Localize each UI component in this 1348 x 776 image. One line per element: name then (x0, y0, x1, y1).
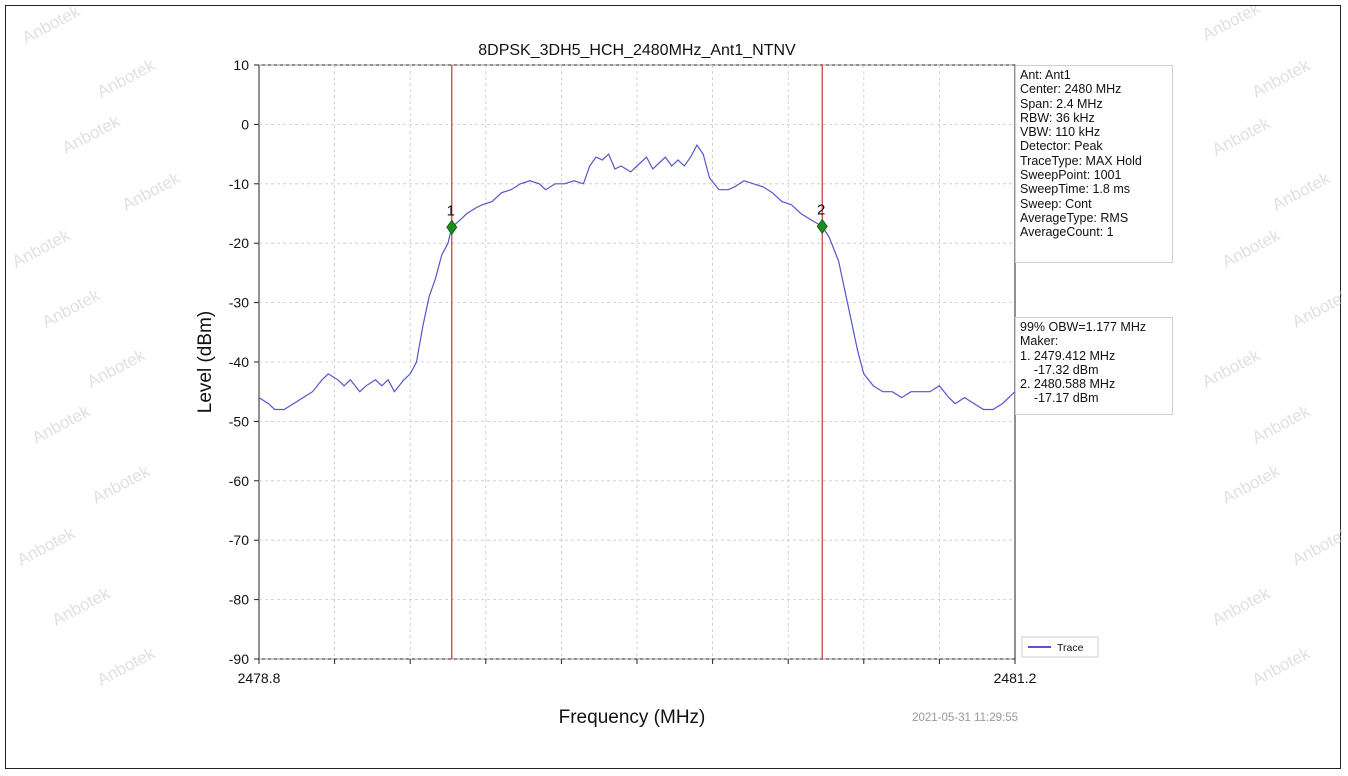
x-tick-label: 2481.2 (994, 670, 1037, 686)
watermark-text: Anbotek (49, 583, 113, 629)
instrument-settings-panel: Ant: Ant1 Center: 2480 MHz Span: 2.4 MHz RB… (1015, 65, 1173, 263)
watermark-text: Anbotek (1289, 523, 1342, 569)
watermark-text: Anbotek (1209, 113, 1273, 159)
watermark-text: Anbotek (1219, 461, 1283, 507)
marker-vertical-lines (451, 65, 823, 659)
settings-line: TraceType: MAX Hold (1020, 153, 1142, 168)
watermark-text: Anbotek (1269, 168, 1333, 214)
settings-line: RBW: 36 kHz (1020, 110, 1095, 125)
y-tick-label: -40 (229, 354, 249, 370)
y-tick-label: 0 (241, 116, 249, 132)
settings-line: Ant: Ant1 (1020, 68, 1071, 82)
y-tick-label: 10 (233, 57, 249, 73)
watermark-text: Anbotek (39, 285, 103, 331)
settings-line: Span: 2.4 MHz (1020, 96, 1103, 111)
y-tick-label: -90 (229, 651, 249, 667)
obw-line: 1. 2479.412 MHz (1020, 348, 1116, 363)
y-tick-label: -10 (229, 176, 249, 192)
y-axis-ticks: 10 0 -10 -20 -30 -40 -50 -60 -70 -80 -90 (229, 57, 259, 667)
watermark-text: Anbotek (1199, 345, 1263, 391)
settings-line: SweepTime: 1.8 ms (1020, 182, 1130, 197)
marker-diamond-2 (816, 218, 828, 235)
grid-lines (259, 64, 1015, 660)
watermark-text: Anbotek (1219, 225, 1283, 271)
watermark-text: Anbotek (1289, 285, 1342, 331)
watermark-text: Anbotek (1249, 401, 1313, 447)
obw-line: 2. 2480.588 MHz (1020, 377, 1116, 392)
watermark-text: Anbotek (89, 461, 153, 507)
watermark-text: Anbotek (94, 55, 158, 101)
obw-result-panel: 99% OBW=1.177 MHz Maker: 1. 2479.412 MHz -… (1015, 317, 1173, 415)
settings-line: Sweep: Cont (1020, 196, 1092, 211)
y-tick-label: -80 (229, 592, 249, 608)
settings-line: SweepPoint: 1001 (1020, 168, 1122, 183)
obw-line: -17.32 dBm (1020, 362, 1099, 377)
watermark-text: Anbotek (94, 643, 158, 689)
figure-frame: Anbotek Anbotek Anbotek Anbotek Anbotek Anbot… (5, 0, 1348, 769)
settings-line: AverageCount: 1 (1020, 225, 1114, 240)
x-axis-ticks: 2478.8 2481.2 (238, 659, 1037, 686)
legend-box (1021, 636, 1099, 658)
spectrum-chart: AnbotekAnbotekAnbotekAnbotekAnbotekAnbot… (9, 0, 1348, 728)
watermark-text: Anbotek (19, 6, 83, 48)
marker-label-1: 1 (447, 202, 455, 219)
watermark-text: Anbotek (1249, 643, 1313, 689)
watermark-text: Anbotek (14, 523, 78, 569)
watermark-text: Anbotek (119, 168, 183, 214)
timestamp: 2021-05-31 11:29:55 (912, 712, 1018, 724)
obw-line: 99% OBW=1.177 MHz (1020, 320, 1147, 334)
y-tick-label: -20 (229, 235, 249, 251)
watermark-text: Anbotek (1209, 583, 1273, 629)
x-axis-label: Frequency (MHz) (559, 707, 706, 728)
y-tick-label: -50 (229, 413, 249, 429)
watermark-text: Anbotek (1249, 55, 1313, 101)
watermark-text: Anbotek (29, 401, 93, 447)
settings-line: VBW: 110 kHz (1020, 125, 1101, 140)
y-tick-label: -30 (229, 295, 249, 311)
watermark-text: Anbotek (1199, 6, 1263, 45)
settings-line: Detector: Peak (1020, 139, 1103, 154)
settings-line: AverageType: RMS (1020, 210, 1129, 225)
watermark-text: Anbotek (9, 225, 73, 271)
watermark-text: Anbotek (59, 111, 123, 157)
y-tick-label: -60 (229, 473, 249, 489)
marker-diamond-1 (446, 219, 458, 235)
watermark-text: Anbotek (84, 345, 148, 391)
obw-line: Maker: (1020, 334, 1059, 349)
legend: Trace (1021, 636, 1099, 658)
y-axis-label: Level (dBm) (195, 311, 216, 413)
legend-entry-trace: Trace (1057, 642, 1084, 654)
trace-line (258, 144, 1016, 411)
obw-line: -17.17 dBm (1020, 391, 1099, 406)
chart-title: 8DPSK_3DH5_HCH_2480MHz_Ant1_NTNV (478, 42, 796, 59)
settings-line: Center: 2480 MHz (1020, 82, 1122, 97)
x-tick-label: 2478.8 (238, 670, 281, 686)
marker-label-2: 2 (817, 201, 825, 218)
y-tick-label: -70 (229, 532, 249, 548)
